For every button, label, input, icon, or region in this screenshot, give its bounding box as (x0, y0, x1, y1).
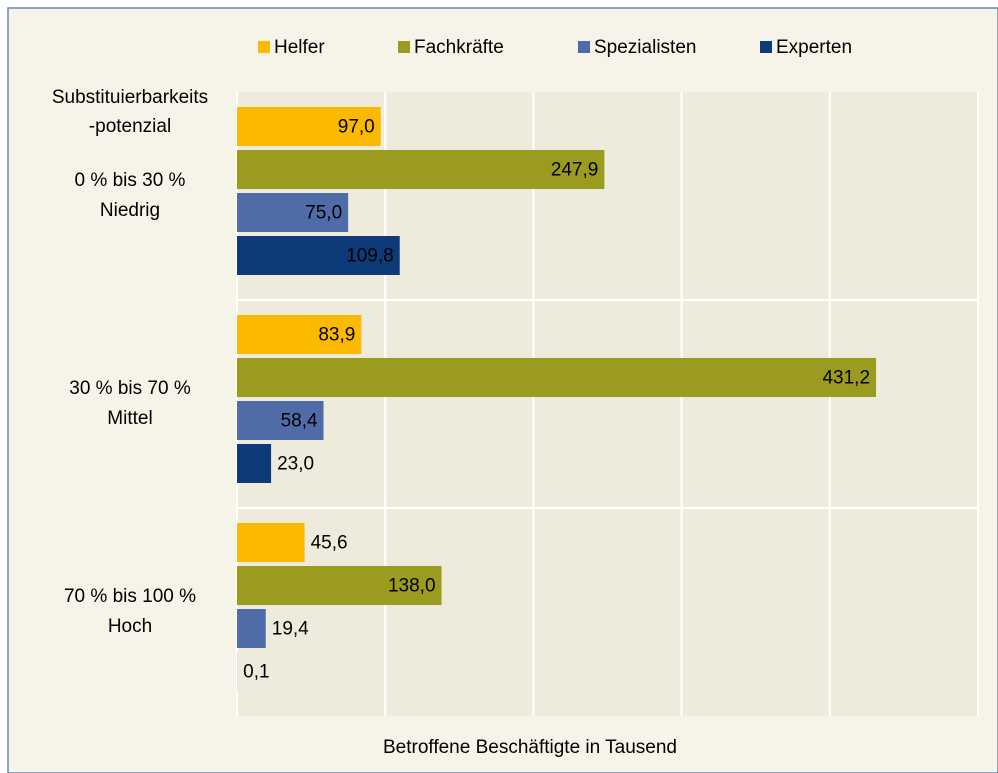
bar (237, 444, 272, 483)
legend-label: Experten (776, 37, 852, 58)
y-axis-label: Substituierbarkeits (52, 87, 208, 108)
bar (237, 193, 349, 232)
y-tick-label: Niedrig (100, 200, 160, 221)
legend-swatch (398, 41, 410, 53)
legend-label: Fachkräfte (414, 37, 504, 58)
data-label: 0,1 (243, 662, 269, 683)
y-tick-label: 70 % bis 100 % (64, 586, 196, 607)
bar (237, 315, 362, 354)
data-label: 75,0 (305, 203, 342, 224)
legend-label: Spezialisten (594, 37, 696, 58)
bar (237, 107, 381, 146)
legend-swatch (258, 41, 270, 53)
data-label: 97,0 (338, 117, 375, 138)
legend-label: Helfer (274, 37, 325, 58)
bar (237, 566, 442, 605)
data-label: 19,4 (272, 619, 309, 640)
data-label: 247,9 (551, 160, 599, 181)
legend-swatch (578, 41, 590, 53)
x-axis-label: Betroffene Beschäftigte in Tausend (383, 737, 677, 758)
y-axis-label: -potenzial (89, 116, 171, 137)
legend-swatch (760, 41, 772, 53)
data-label: 45,6 (311, 533, 348, 554)
y-tick-label: 0 % bis 30 % (75, 170, 186, 191)
bar (237, 150, 605, 189)
y-tick-label: Mittel (107, 408, 152, 429)
bar (237, 609, 266, 648)
y-tick-label: 30 % bis 70 % (69, 378, 191, 399)
data-label: 58,4 (281, 411, 318, 432)
bar (237, 236, 400, 275)
data-label: 431,2 (822, 368, 870, 389)
bar (237, 401, 324, 440)
bar (237, 523, 305, 562)
bar (237, 358, 877, 397)
data-label: 83,9 (318, 325, 355, 346)
plot-area (237, 92, 978, 716)
data-label: 23,0 (277, 454, 314, 475)
data-label: 109,8 (346, 246, 394, 267)
data-label: 138,0 (388, 576, 436, 597)
y-tick-label: Hoch (108, 616, 152, 637)
